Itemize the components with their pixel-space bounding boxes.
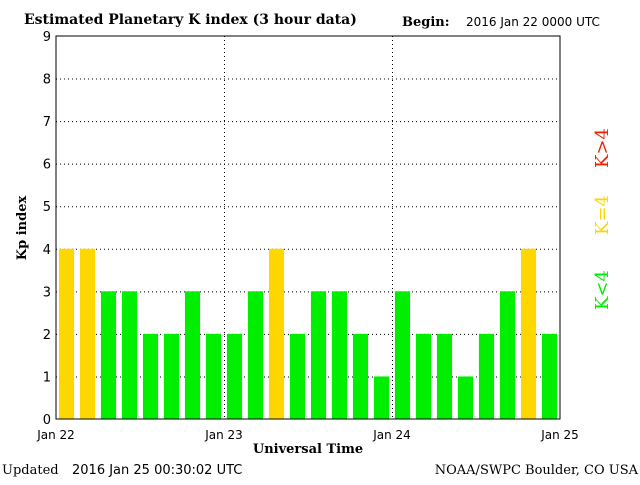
kp-bar [289, 333, 306, 419]
kp-bar [247, 291, 264, 419]
updated-label: Updated [2, 463, 59, 478]
y-tick-label: 9 [43, 30, 51, 45]
source-credit: NOAA/SWPC Boulder, CO USA [435, 463, 639, 478]
updated-value: 2016 Jan 25 00:30:02 UTC [72, 463, 242, 478]
kp-bar [436, 333, 453, 419]
kp-bar [499, 291, 516, 419]
y-tick-label: 5 [43, 200, 51, 215]
kp-bar [457, 376, 474, 419]
y-tick-label: 3 [43, 285, 51, 300]
kp-bar [541, 333, 558, 419]
x-tick-label: Jan 23 [204, 428, 243, 442]
kp-bar [331, 291, 348, 419]
kp-bar [310, 291, 327, 419]
kp-bar [415, 333, 432, 419]
y-tick-label: 0 [43, 413, 51, 428]
y-tick-label: 7 [43, 115, 51, 130]
kp-bar [268, 248, 285, 419]
kp-bar [58, 248, 75, 419]
legend-k-less-4: K<4 [592, 270, 613, 310]
kp-bar [121, 291, 138, 419]
y-tick-label: 4 [43, 243, 51, 258]
kp-bar [520, 248, 537, 419]
kp-bar [163, 333, 180, 419]
grid-lines [56, 36, 560, 419]
y-tick-label: 8 [43, 73, 51, 88]
y-axis-label: Kp index [15, 196, 30, 261]
x-tick-labels: Jan 22 Jan 23 Jan 24 Jan 25 [36, 428, 579, 442]
kp-bar [184, 291, 201, 419]
bars [58, 248, 558, 419]
legend-k-equal-4: K=4 [592, 195, 613, 235]
x-tick-label: Jan 22 [36, 428, 75, 442]
y-tick-label: 1 [43, 370, 51, 385]
begin-value: 2016 Jan 22 0000 UTC [466, 15, 600, 29]
y-tick-label: 6 [43, 158, 51, 173]
chart-title: Estimated Planetary K index (3 hour data… [24, 12, 357, 28]
x-tick-label: Jan 24 [372, 428, 411, 442]
x-axis-label: Universal Time [253, 442, 363, 457]
kp-bar [226, 333, 243, 419]
kp-bar [100, 291, 117, 419]
kp-bar [394, 291, 411, 419]
x-tick-label: Jan 25 [540, 428, 579, 442]
y-tick-label: 2 [43, 328, 51, 343]
kp-bar [142, 333, 159, 419]
y-tick-labels: 0 1 2 3 4 5 6 7 8 9 [43, 30, 51, 428]
legend-k-greater-4: K>4 [592, 128, 613, 168]
kp-bar [478, 333, 495, 419]
kp-bar [205, 333, 222, 419]
kp-bar [352, 333, 369, 419]
plot-frame [55, 35, 561, 420]
begin-label: Begin: [402, 15, 450, 30]
kp-bar [79, 248, 96, 419]
kp-bar [373, 376, 390, 419]
